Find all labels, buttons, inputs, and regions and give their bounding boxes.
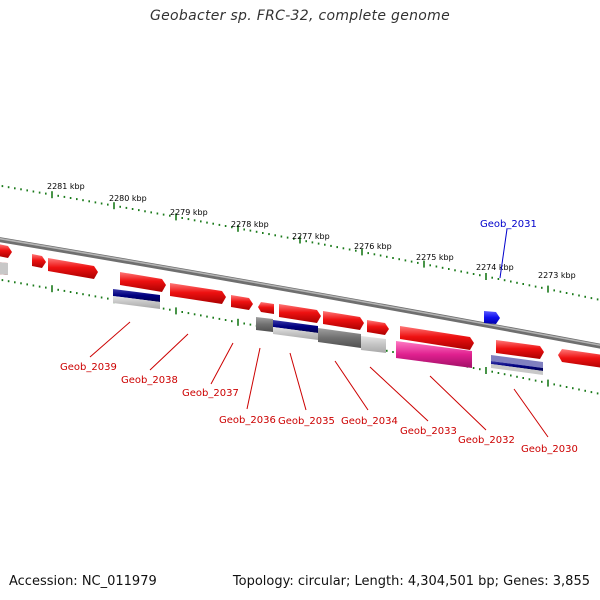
gene-feature[interactable]: [496, 340, 544, 359]
gene-feature[interactable]: [48, 258, 98, 279]
leader-line: [246, 347, 261, 410]
gene-label[interactable]: Geob_2031: [480, 219, 537, 230]
kbp-label: 2276 kbp: [354, 242, 392, 251]
kbp-label: 2273 kbp: [538, 271, 576, 280]
leader-line: [499, 228, 508, 279]
gene-label[interactable]: Geob_2037: [182, 388, 239, 399]
leader-line: [210, 342, 234, 385]
leader-line: [89, 321, 131, 358]
gene-label[interactable]: Geob_2036: [219, 415, 276, 426]
leader-line: [513, 388, 549, 438]
gene-feature[interactable]: [170, 283, 226, 304]
gene-feature[interactable]: [0, 244, 12, 258]
annotation-track-box: [318, 328, 361, 348]
gene-label[interactable]: Geob_2030: [521, 444, 578, 455]
annotation-track-box: [361, 336, 386, 353]
kbp-label: 2277 kbp: [292, 232, 330, 241]
annotation-track-box: [491, 364, 543, 375]
annotation-track-box: [113, 289, 160, 302]
annotation-track-box: [0, 262, 8, 275]
genome-summary: Topology: circular; Length: 4,304,501 bp…: [232, 574, 590, 589]
gene-label[interactable]: Geob_2038: [121, 375, 178, 386]
leader-line: [334, 360, 369, 411]
accession-label: Accession: NC_011979: [9, 574, 157, 589]
annotation-track-box: [491, 355, 543, 368]
gene-label[interactable]: Geob_2035: [278, 416, 335, 427]
annotation-track-box: [113, 296, 160, 309]
annotation-track-box: [273, 327, 318, 340]
gene-label[interactable]: Geob_2033: [400, 426, 457, 437]
gene-feature-highlight[interactable]: [484, 311, 500, 324]
gene-feature[interactable]: [279, 304, 321, 323]
gene-feature[interactable]: [367, 320, 389, 335]
gene-feature[interactable]: [258, 302, 274, 314]
annotation-track-box: [256, 317, 273, 332]
leader-line: [289, 352, 307, 411]
gene-feature[interactable]: [558, 349, 600, 369]
gene-feature[interactable]: [231, 295, 253, 310]
gene-label[interactable]: Geob_2039: [60, 362, 117, 373]
gene-feature[interactable]: [32, 254, 46, 268]
kbp-label: 2278 kbp: [231, 220, 269, 229]
kbp-label: 2279 kbp: [170, 208, 208, 217]
leader-line: [149, 333, 189, 371]
page-title: Geobacter sp. FRC-32, complete genome: [149, 8, 451, 24]
gene-feature[interactable]: [400, 326, 474, 350]
annotation-track-box: [491, 361, 543, 371]
annotation-track-box: [396, 341, 472, 368]
kbp-label: 2281 kbp: [47, 182, 85, 191]
gene-label[interactable]: Geob_2032: [458, 435, 515, 446]
genome-backbone: [0, 237, 600, 349]
kbp-label: 2274 kbp: [476, 263, 514, 272]
annotation-track-box: [273, 320, 318, 333]
leader-line: [429, 375, 487, 431]
gene-feature[interactable]: [120, 272, 166, 292]
outer-tick-ring: [1, 185, 599, 301]
leader-line: [369, 366, 429, 422]
kbp-label: 2275 kbp: [416, 253, 454, 262]
gene-label[interactable]: Geob_2034: [341, 416, 398, 427]
gene-feature[interactable]: [323, 311, 364, 330]
kbp-label: 2280 kbp: [109, 194, 147, 203]
